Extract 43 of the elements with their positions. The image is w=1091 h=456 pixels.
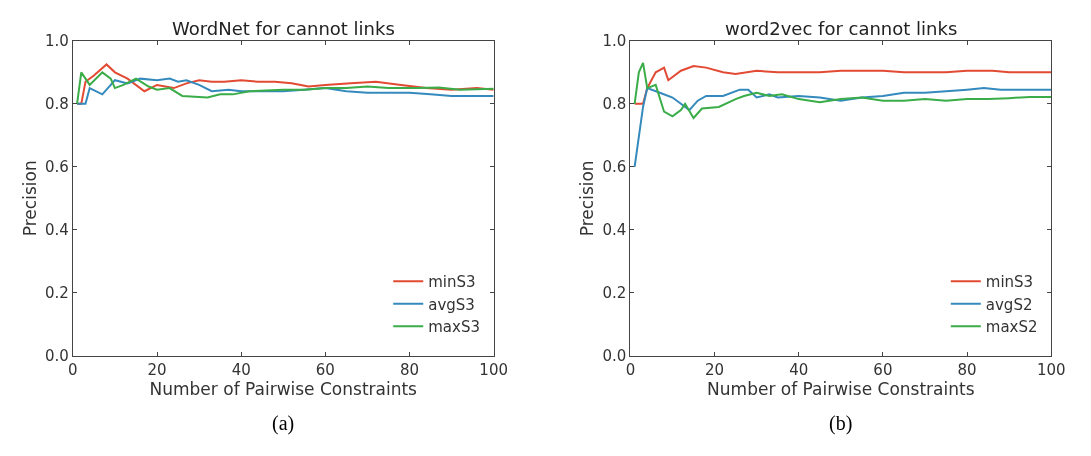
line-series [633,65,1052,105]
y-tick-label: 0.0 [602,346,627,365]
x-tick-label: 20 [705,360,725,379]
chart-title: word2vec for cannot links [725,18,958,39]
legend-label: maxS2 [985,318,1038,337]
y-tick-label: 0.2 [602,283,627,302]
x-tick-label: 60 [873,360,893,379]
text: (b) [829,412,853,435]
y-tick-label: 1.0 [45,32,69,51]
legend-label: avgS2 [985,295,1033,314]
line-series [633,61,1052,119]
x-tick-label: 80 [957,360,977,379]
x-axis-title: Number of Pairwise Constraints [149,378,418,399]
text: (a) [272,412,295,435]
line-series [76,71,494,105]
y-axis-title: Precision [19,160,40,237]
y-tick-label: 0.4 [602,221,627,239]
y-tick-label: 0.0 [45,346,69,365]
legend-label: avgS3 [428,295,475,314]
line-series [633,87,1052,168]
y-tick-label: 0.8 [45,95,69,114]
y-tick-label: 0.8 [602,95,627,114]
x-tick-label: 100 [1036,360,1066,379]
y-axis-title: Precision [577,160,598,237]
line-series [76,77,494,105]
x-tick-label: 40 [789,360,809,379]
x-tick-label: 60 [315,360,335,379]
x-axis-title: Number of Pairwise Constraints [707,378,975,399]
x-tick-label: 40 [231,360,251,379]
chart-title: WordNet for cannot links [172,18,395,39]
x-tick-label: 0 [68,360,78,379]
legend-label: minS3 [985,273,1034,292]
y-tick-label: 0.6 [45,158,69,177]
y-tick-label: 0.2 [45,283,69,302]
x-tick-label: 0 [625,360,636,379]
y-tick-label: 0.4 [45,221,69,239]
legend-label: minS3 [428,273,476,292]
x-tick-label: 80 [399,360,420,379]
x-tick-label: 20 [147,360,167,379]
x-tick-label: 100 [479,360,508,379]
y-tick-label: 0.6 [602,158,627,177]
y-tick-label: 1.0 [602,32,627,51]
legend-label: maxS3 [428,318,480,337]
